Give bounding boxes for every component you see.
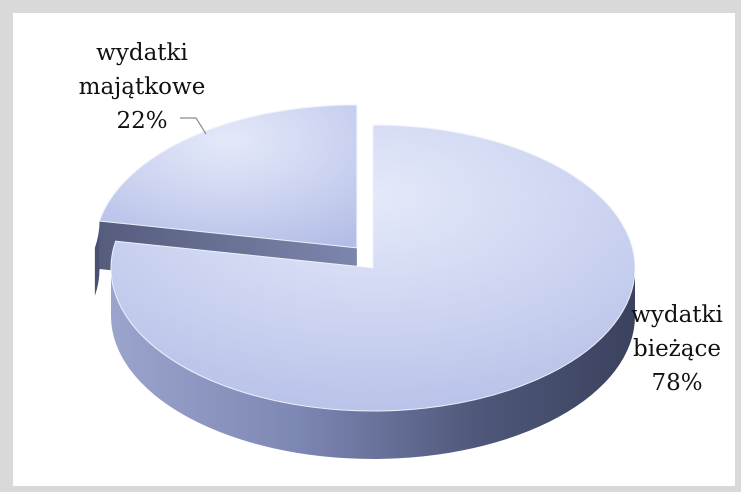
label-biezace-line1: wydatki — [631, 302, 723, 328]
leader-line-majatkowe — [180, 117, 207, 135]
slice-biezace — [110, 124, 636, 412]
label-majatkowe-percent: 22% — [116, 108, 167, 134]
label-biezace-line2: bieżące — [633, 336, 721, 362]
label-majatkowe-line1: wydatki — [96, 40, 188, 66]
label-majatkowe-line2: majątkowe — [79, 74, 206, 100]
slice-majatkowe — [98, 104, 358, 249]
label-wydatki-majatkowe: wydatki majątkowe 22% — [79, 40, 206, 134]
slice-biezace-side — [111, 268, 635, 459]
slice-majatkowe-side — [94, 221, 100, 296]
label-wydatki-biezace: wydatki bieżące 78% — [631, 302, 723, 396]
label-biezace-percent: 78% — [651, 370, 702, 396]
